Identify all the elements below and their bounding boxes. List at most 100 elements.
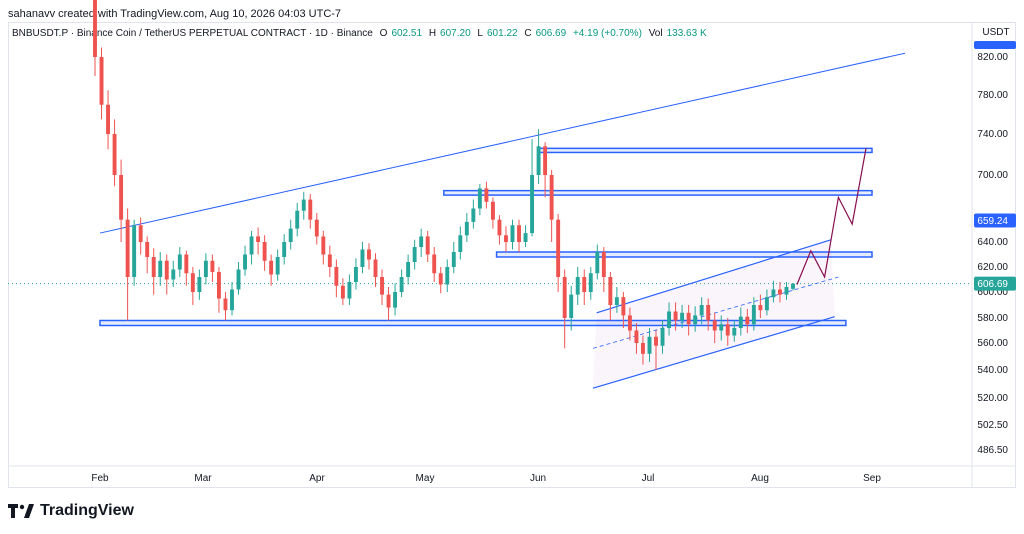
candle-body <box>119 175 124 220</box>
symbol-header: BNBUSDT.P · Binance Coin / TetherUS PERP… <box>12 28 711 39</box>
candle-body <box>151 257 156 277</box>
candle-body <box>399 277 404 292</box>
candle-body <box>791 283 795 289</box>
candle-body <box>177 254 182 270</box>
candle-body <box>758 305 763 311</box>
candle-body <box>660 328 665 346</box>
candle-body <box>210 260 215 272</box>
volume-value: 133.63 K <box>666 28 707 39</box>
candle-body <box>771 289 776 298</box>
candle-body <box>477 188 482 209</box>
open-label: O <box>379 28 388 39</box>
candle-body <box>314 219 319 237</box>
price-tick-label: 580.00 <box>977 313 1008 324</box>
candle-body <box>634 330 639 343</box>
candle-body <box>99 57 104 105</box>
price-tick-label: 740.00 <box>977 129 1008 140</box>
candle-body <box>380 277 384 295</box>
time-tick-label: Jul <box>642 473 655 484</box>
creator-line: sahanavv created with TradingView.com, A… <box>8 8 342 20</box>
candle-body <box>347 282 352 299</box>
open-value: 602.51 <box>391 28 423 39</box>
forecast-path <box>796 148 867 285</box>
price-tick-label: 620.00 <box>977 262 1008 273</box>
price-badge <box>974 276 1016 291</box>
candle-body <box>223 298 228 311</box>
channel-mid-line <box>592 276 839 349</box>
candle-body <box>673 311 678 321</box>
candle-body <box>262 242 267 261</box>
candle-body <box>627 315 632 331</box>
candle-body <box>777 289 782 295</box>
change-value: +4.19 (+0.70%) <box>572 28 642 39</box>
candle-body <box>367 249 371 260</box>
price-tick-label: 780.00 <box>977 90 1008 101</box>
candle-body <box>510 225 515 242</box>
candle-body <box>190 273 195 292</box>
currency-label[interactable]: USDT <box>982 27 1010 38</box>
candle-body <box>216 272 221 299</box>
price-badge-label: 659.24 <box>977 216 1008 227</box>
trendline-top <box>99 52 906 234</box>
candle-body <box>132 225 137 277</box>
candle-body <box>621 297 626 316</box>
candle-body <box>556 219 561 277</box>
candle-body <box>438 273 443 285</box>
candle-body <box>712 320 717 331</box>
candle-body <box>738 316 743 328</box>
candle-body <box>295 210 300 229</box>
time-tick-label: Apr <box>309 473 325 484</box>
time-tick-label: Sep <box>863 473 881 484</box>
high-label: H <box>428 28 437 39</box>
candle-body <box>112 134 117 175</box>
candle-body <box>412 247 417 262</box>
channel-lower-line <box>592 316 835 389</box>
candle-body <box>530 175 535 234</box>
candle-body <box>732 328 737 336</box>
candle-body <box>595 252 600 274</box>
candle-body <box>575 277 580 295</box>
price-tick-label: 640.00 <box>977 237 1008 248</box>
support-resistance-zone <box>443 189 873 196</box>
channel-fill <box>593 239 835 389</box>
candle-body <box>562 277 567 318</box>
candle-body <box>751 305 756 325</box>
price-tick-label: 520.00 <box>977 393 1008 404</box>
candle-body <box>301 199 306 211</box>
candle-body <box>667 311 672 328</box>
candle-body <box>106 104 111 134</box>
candle-body <box>419 236 424 247</box>
candle-body <box>269 260 274 275</box>
close-label: C <box>524 28 532 39</box>
candle-body <box>353 267 358 282</box>
candle-body <box>288 228 293 242</box>
price-badge-label: 606.69 <box>977 279 1008 290</box>
candle-body <box>784 287 789 295</box>
candle-body <box>445 267 450 285</box>
candle-body <box>549 175 554 220</box>
candle-body <box>158 260 163 277</box>
candle-body <box>425 236 430 255</box>
candle-body <box>471 208 476 222</box>
time-tick-label: Feb <box>91 473 109 484</box>
candle-body <box>693 315 698 325</box>
candle-body <box>171 269 176 280</box>
support-resistance-zone <box>99 319 847 327</box>
candle-body <box>125 219 130 277</box>
candle-body <box>184 254 189 274</box>
candle-body <box>458 235 463 252</box>
high-value: 607.20 <box>440 28 471 39</box>
candle-body <box>275 257 280 275</box>
volume-label: Vol <box>648 28 663 39</box>
candle-body <box>523 233 528 242</box>
candle-body <box>536 146 541 175</box>
candle-body <box>203 260 208 277</box>
symbol-title[interactable]: BNBUSDT.P · Binance Coin / TetherUS PERP… <box>12 28 373 39</box>
candle-body <box>327 254 332 267</box>
candle-body <box>451 252 456 267</box>
candle-body <box>764 297 769 311</box>
candle-body <box>647 336 652 354</box>
candle-body <box>406 262 411 277</box>
candle-body <box>164 260 169 280</box>
